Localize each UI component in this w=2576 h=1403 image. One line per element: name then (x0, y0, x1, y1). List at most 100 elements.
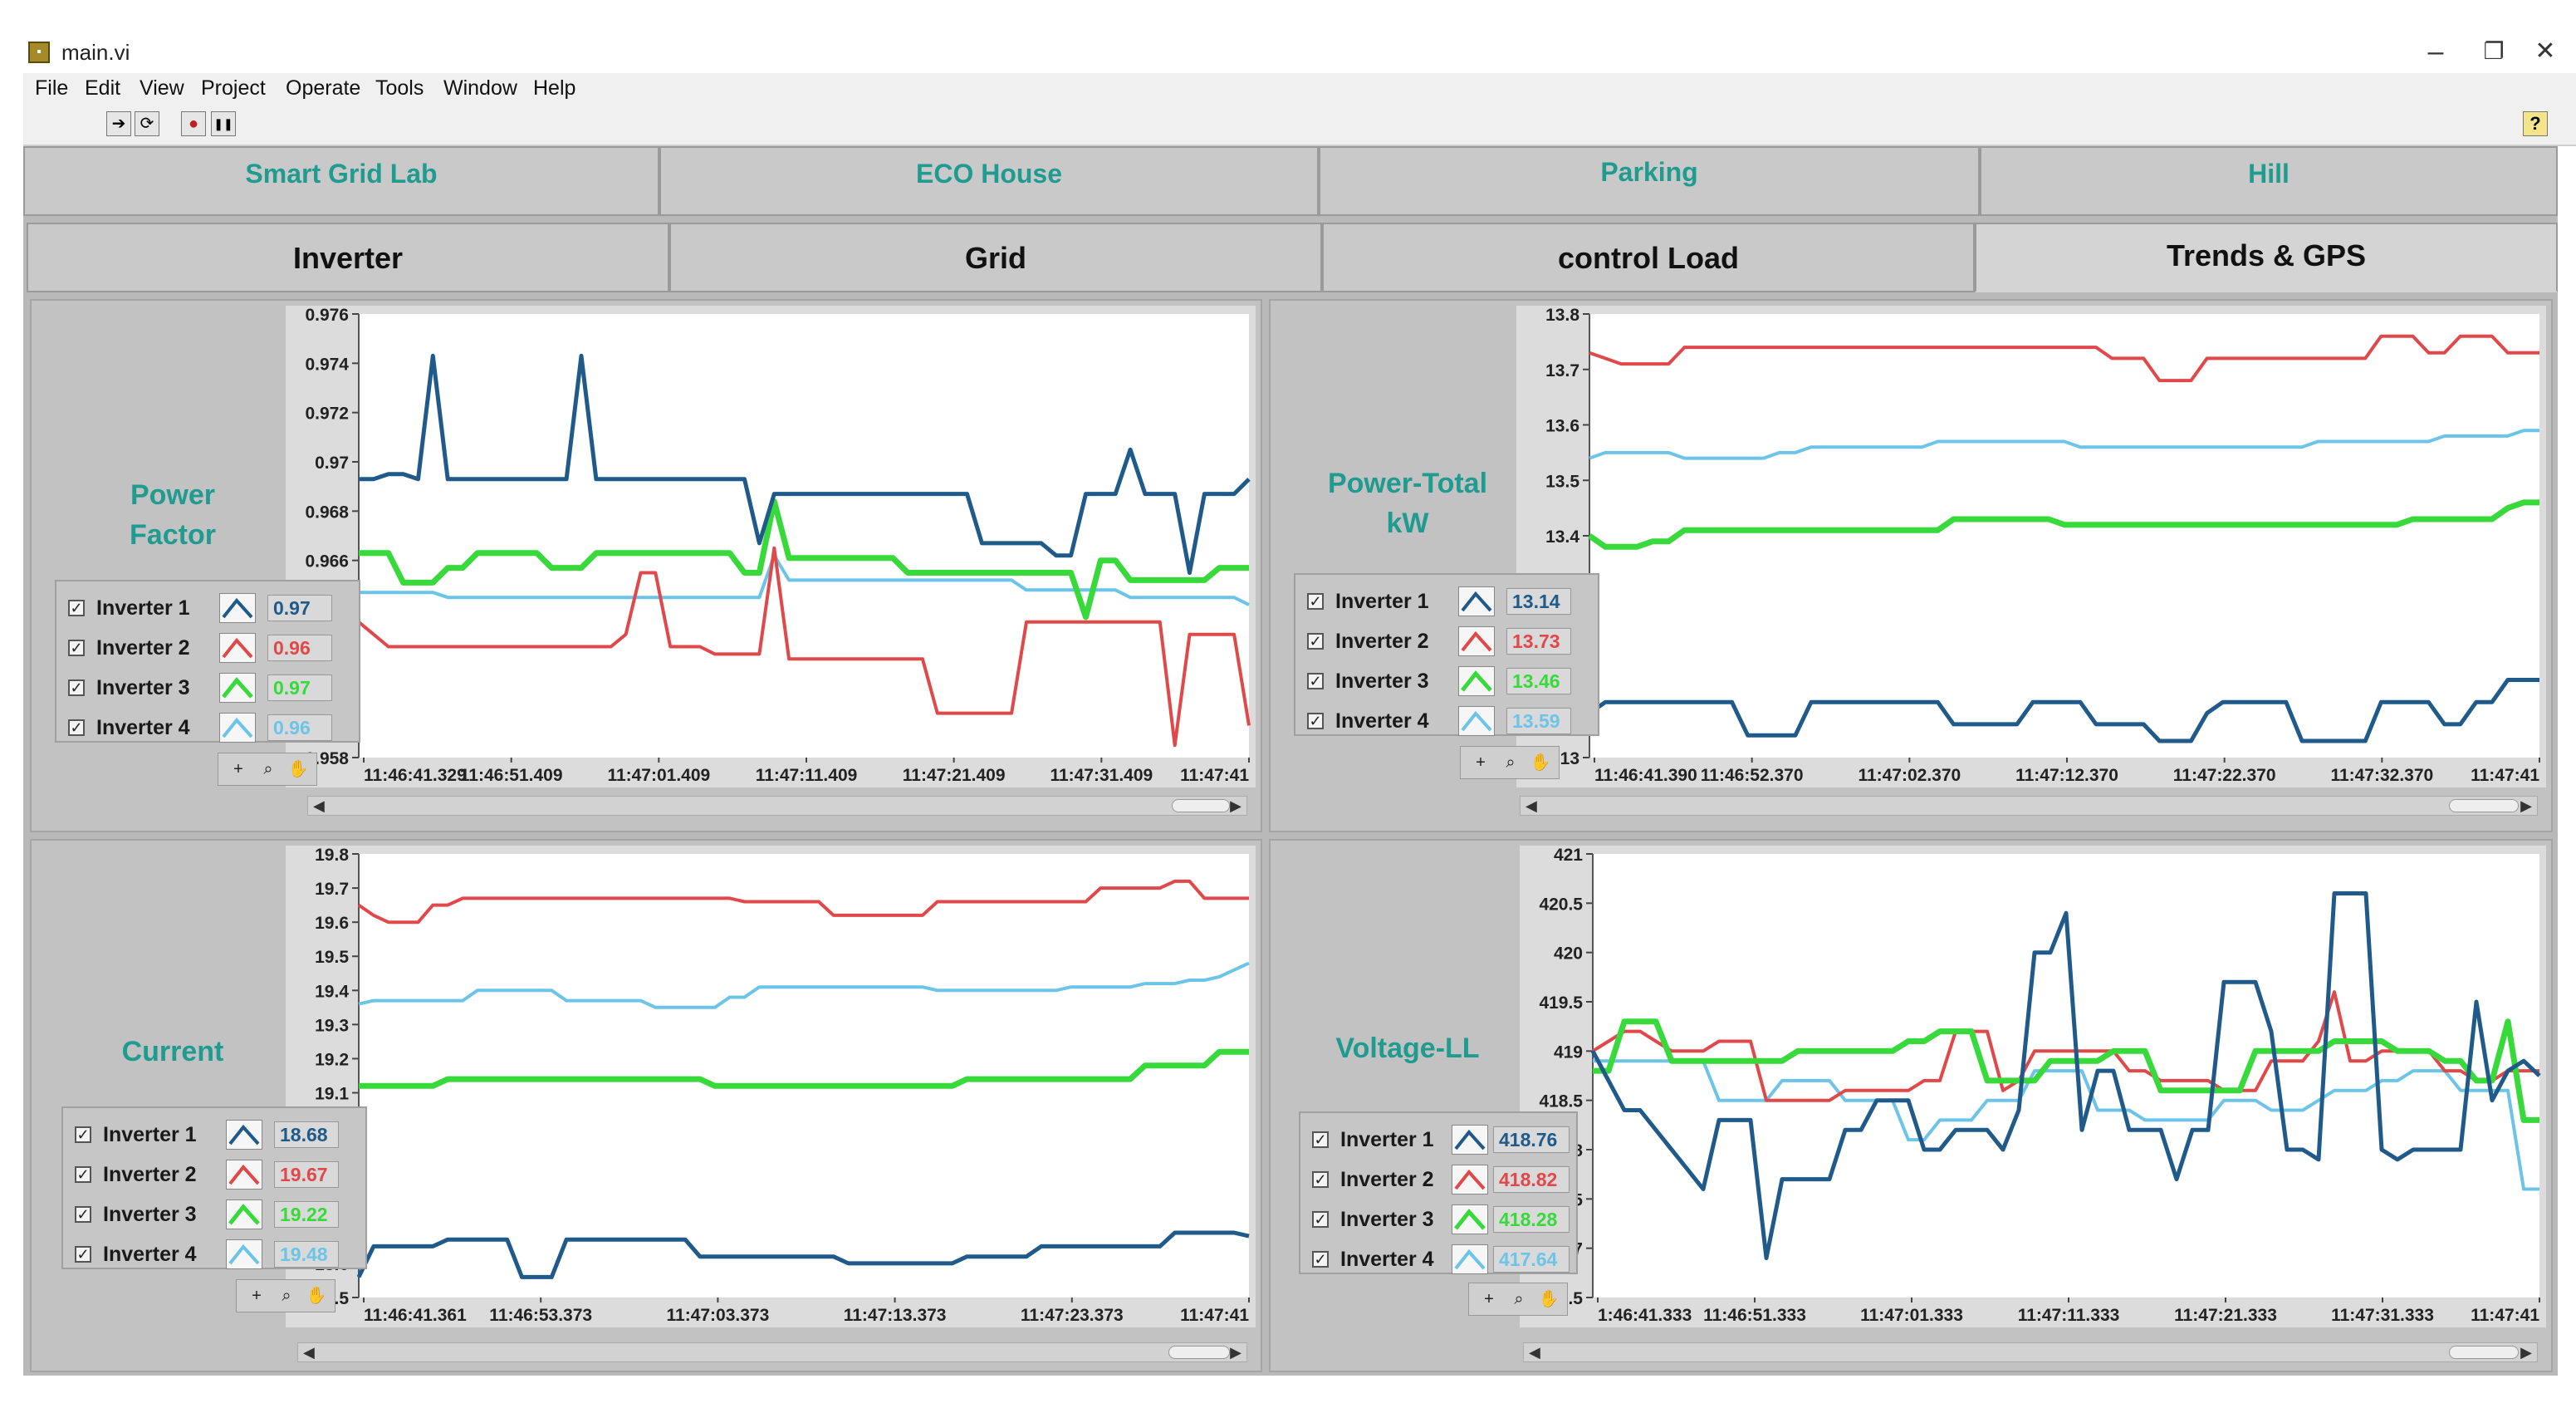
legend-row-inverter-1[interactable]: ✓ Inverter 1 18.68 (63, 1116, 365, 1153)
checkbox-checked-icon[interactable]: ✓ (1307, 713, 1324, 729)
checkbox-checked-icon[interactable]: ✓ (68, 640, 85, 656)
scroll-thumb[interactable] (2449, 799, 2519, 812)
scroll-left-arrow-icon[interactable]: ◀ (303, 1344, 315, 1361)
plot-area[interactable]: 421420.5420419.5419418.5418417.5417416.5… (1520, 846, 2546, 1327)
checkbox-checked-icon[interactable]: ✓ (75, 1206, 91, 1223)
horizontal-scrollbar[interactable]: ◀ ▶ (1523, 1342, 2538, 1362)
pause-icon[interactable]: ❚❚ (211, 111, 236, 136)
horizontal-scrollbar[interactable]: ◀ ▶ (1520, 796, 2538, 816)
checkbox-checked-icon[interactable]: ✓ (1312, 1251, 1329, 1268)
pan-hand-icon[interactable]: ✋ (1530, 753, 1551, 772)
line-style-icon[interactable] (1452, 1165, 1488, 1195)
scroll-left-arrow-icon[interactable]: ◀ (1526, 797, 1537, 814)
checkbox-checked-icon[interactable]: ✓ (1312, 1131, 1329, 1148)
pan-hand-icon[interactable]: ✋ (287, 760, 309, 778)
line-style-icon[interactable] (226, 1160, 262, 1190)
line-style-icon[interactable] (226, 1120, 262, 1150)
legend-row-inverter-3[interactable]: ✓ Inverter 3 19.22 (63, 1196, 365, 1233)
zoom-icon[interactable]: ⌕ (1506, 753, 1516, 772)
cursor-crosshair-icon[interactable]: + (1476, 753, 1486, 772)
context-help-icon[interactable]: ? (2523, 111, 2548, 136)
legend-row-inverter-4[interactable]: ✓ Inverter 4 417.64 (1300, 1241, 1576, 1278)
cursor-crosshair-icon[interactable]: + (1484, 1290, 1494, 1308)
horizontal-scrollbar[interactable]: ◀ ▶ (307, 796, 1247, 816)
zoom-icon[interactable]: ⌕ (282, 1287, 291, 1305)
checkbox-checked-icon[interactable]: ✓ (1312, 1211, 1329, 1228)
cursor-crosshair-icon[interactable]: + (252, 1287, 262, 1305)
checkbox-checked-icon[interactable]: ✓ (68, 719, 85, 736)
plot-area[interactable]: 13.813.713.613.513.413.313.213.11311:46:… (1516, 306, 2546, 787)
checkbox-checked-icon[interactable]: ✓ (68, 679, 85, 696)
legend-row-inverter-2[interactable]: ✓ Inverter 2 13.73 (1295, 623, 1598, 660)
line-style-icon[interactable] (219, 633, 256, 663)
line-style-icon[interactable] (219, 673, 256, 703)
line-style-icon[interactable] (1458, 586, 1495, 616)
checkbox-checked-icon[interactable]: ✓ (1307, 593, 1324, 610)
menu-view[interactable]: View (140, 76, 184, 100)
scroll-right-arrow-icon[interactable]: ▶ (2520, 1344, 2532, 1361)
tab-eco-house[interactable]: ECO House (659, 146, 1319, 216)
menu-operate[interactable]: Operate (286, 76, 361, 100)
minimize-button[interactable]: – (2427, 36, 2444, 67)
line-style-icon[interactable] (1452, 1244, 1488, 1274)
legend-row-inverter-4[interactable]: ✓ Inverter 4 13.59 (1295, 703, 1598, 739)
menu-tools[interactable]: Tools (375, 76, 424, 100)
line-style-icon[interactable] (1452, 1125, 1488, 1155)
legend-row-inverter-1[interactable]: ✓ Inverter 1 13.14 (1295, 583, 1598, 620)
legend-row-inverter-4[interactable]: ✓ Inverter 4 19.48 (63, 1236, 365, 1273)
line-style-icon[interactable] (226, 1199, 262, 1229)
zoom-icon[interactable]: ⌕ (263, 760, 273, 778)
tab-inverter[interactable]: Inverter (27, 223, 669, 292)
line-style-icon[interactable] (1458, 706, 1495, 736)
legend-row-inverter-2[interactable]: ✓ Inverter 2 418.82 (1300, 1161, 1576, 1198)
tab-grid[interactable]: Grid (669, 223, 1322, 292)
checkbox-checked-icon[interactable]: ✓ (1312, 1171, 1329, 1188)
pan-hand-icon[interactable]: ✋ (1538, 1290, 1560, 1308)
line-style-icon[interactable] (219, 593, 256, 623)
tab-trends-gps[interactable]: Trends & GPS (1975, 223, 2558, 292)
legend-row-inverter-2[interactable]: ✓ Inverter 2 0.96 (56, 630, 359, 666)
restore-button[interactable]: ❐ (2483, 38, 2505, 64)
scroll-thumb[interactable] (1168, 1346, 1230, 1359)
scroll-left-arrow-icon[interactable]: ◀ (1529, 1344, 1540, 1361)
pan-hand-icon[interactable]: ✋ (306, 1287, 327, 1305)
run-arrow-icon[interactable]: ➔ (106, 111, 131, 136)
tab-smart-grid-lab[interactable]: Smart Grid Lab (23, 146, 659, 216)
line-style-icon[interactable] (1458, 626, 1495, 656)
scroll-thumb[interactable] (2449, 1346, 2519, 1359)
line-style-icon[interactable] (219, 713, 256, 743)
cursor-crosshair-icon[interactable]: + (233, 760, 243, 778)
tab-control-load[interactable]: control Load (1322, 223, 1975, 292)
legend-row-inverter-4[interactable]: ✓ Inverter 4 0.96 (56, 709, 359, 746)
menu-file[interactable]: File (35, 76, 69, 100)
menu-project[interactable]: Project (201, 76, 266, 100)
scroll-thumb[interactable] (1172, 799, 1230, 812)
plot-area[interactable]: 19.819.719.619.519.419.319.219.11918.918… (286, 846, 1256, 1327)
line-style-icon[interactable] (1452, 1204, 1488, 1234)
tab-hill[interactable]: Hill (1980, 146, 2558, 216)
legend-row-inverter-1[interactable]: ✓ Inverter 1 0.97 (56, 590, 359, 626)
menu-edit[interactable]: Edit (85, 76, 121, 100)
tab-parking[interactable]: Parking (1319, 146, 1980, 216)
checkbox-checked-icon[interactable]: ✓ (75, 1166, 91, 1183)
scroll-right-arrow-icon[interactable]: ▶ (1230, 797, 1241, 814)
abort-execution-icon[interactable]: ● (181, 111, 206, 136)
legend-row-inverter-3[interactable]: ✓ Inverter 3 13.46 (1295, 663, 1598, 699)
line-style-icon[interactable] (1458, 666, 1495, 696)
zoom-icon[interactable]: ⌕ (1514, 1290, 1524, 1308)
legend-row-inverter-3[interactable]: ✓ Inverter 3 0.97 (56, 670, 359, 706)
menu-help[interactable]: Help (533, 76, 576, 100)
checkbox-checked-icon[interactable]: ✓ (75, 1246, 91, 1263)
close-button[interactable]: ✕ (2534, 37, 2556, 65)
horizontal-scrollbar[interactable]: ◀ ▶ (297, 1342, 1247, 1362)
checkbox-checked-icon[interactable]: ✓ (1307, 633, 1324, 650)
plot-area[interactable]: 0.9760.9740.9720.970.9680.9660.9640.9620… (286, 306, 1256, 787)
legend-row-inverter-1[interactable]: ✓ Inverter 1 418.76 (1300, 1121, 1576, 1158)
run-continuously-icon[interactable]: ⟳ (135, 111, 159, 136)
checkbox-checked-icon[interactable]: ✓ (68, 600, 85, 616)
scroll-left-arrow-icon[interactable]: ◀ (313, 797, 325, 814)
scroll-right-arrow-icon[interactable]: ▶ (2520, 797, 2532, 814)
line-style-icon[interactable] (226, 1239, 262, 1269)
scroll-right-arrow-icon[interactable]: ▶ (1230, 1344, 1241, 1361)
legend-row-inverter-2[interactable]: ✓ Inverter 2 19.67 (63, 1156, 365, 1193)
